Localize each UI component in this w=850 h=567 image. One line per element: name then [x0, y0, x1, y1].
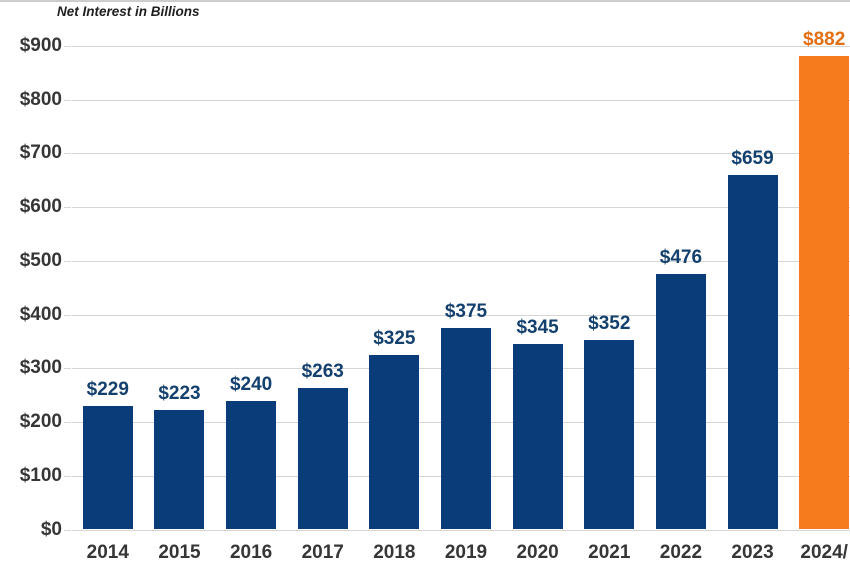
bar-value-label: $659 — [731, 148, 774, 170]
bar — [584, 340, 635, 530]
y-axis-tick-label: $100 — [19, 464, 62, 486]
y-axis-tick — [64, 260, 71, 262]
y-axis-tick — [64, 99, 71, 101]
bar-value-label: $240 — [229, 373, 273, 395]
gridline — [72, 260, 850, 262]
bar-value-label: $229 — [86, 379, 129, 401]
y-axis-tick — [64, 368, 71, 370]
x-axis-tick-label: 2020 — [516, 542, 559, 563]
bar — [297, 388, 348, 530]
y-axis-tick-label: $700 — [19, 142, 62, 164]
bar — [154, 409, 205, 530]
y-axis-tick-label: $200 — [19, 411, 62, 433]
bar — [82, 406, 133, 530]
bar — [799, 55, 850, 530]
bar-value-label: $375 — [444, 301, 488, 323]
x-axis-tick-label: 2019 — [444, 542, 488, 563]
y-axis-tick — [64, 422, 71, 424]
bar-value-label: $882 — [803, 28, 846, 50]
bar — [655, 273, 706, 530]
bar — [369, 354, 420, 530]
y-axis-tick — [64, 314, 71, 316]
bar — [226, 400, 277, 530]
gridline — [72, 99, 850, 101]
x-axis-tick-label: 2017 — [301, 542, 344, 563]
y-axis-tick-label: $0 — [40, 518, 62, 540]
x-axis-tick-label: 2014 — [86, 542, 129, 563]
y-axis-tick-label: $500 — [19, 249, 62, 271]
gridline — [72, 153, 850, 155]
bar-value-label: $352 — [588, 313, 631, 335]
y-axis-tick-label: $800 — [19, 88, 62, 110]
bar — [727, 175, 778, 530]
y-axis-tick-label: $400 — [19, 303, 62, 325]
y-axis-tick — [64, 46, 71, 47]
x-axis-tick-label: 2021 — [588, 542, 631, 563]
bar — [512, 344, 563, 530]
x-axis-tick-label: 2016 — [229, 542, 273, 563]
x-axis-tick-label: 2015 — [158, 542, 201, 563]
bar-value-label: $223 — [158, 382, 201, 404]
gridline — [72, 314, 850, 316]
x-axis-tick-label: 2023 — [731, 542, 774, 563]
x-axis-tick-label: 2024/ — [800, 542, 848, 563]
bar-value-label: $476 — [659, 246, 703, 268]
y-axis-tick — [64, 207, 71, 209]
bar — [441, 328, 491, 530]
chart-title: Net Interest in Billions — [57, 4, 200, 19]
gridline — [72, 529, 850, 531]
bar-value-label: $345 — [516, 317, 559, 339]
y-axis-tick-label: $600 — [19, 196, 62, 218]
y-axis-tick-label: $900 — [19, 35, 62, 56]
bar-value-label: $325 — [373, 327, 416, 349]
y-axis-tick-label: $300 — [19, 357, 62, 379]
y-axis-tick — [64, 475, 71, 477]
bar-value-label: $263 — [301, 361, 344, 383]
x-axis-tick-label: 2022 — [659, 542, 703, 563]
gridline — [72, 46, 850, 47]
x-axis-tick-label: 2018 — [373, 542, 416, 563]
y-axis-tick — [64, 153, 71, 155]
y-axis-tick — [64, 529, 71, 531]
gridline — [72, 207, 850, 209]
